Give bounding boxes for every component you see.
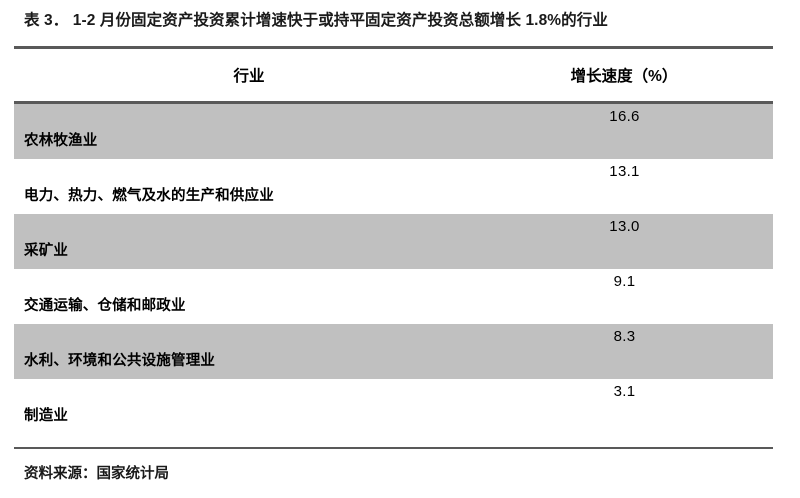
table-row: 电力、热力、燃气及水的生产和供应业 13.1 xyxy=(14,159,773,214)
table-row: 水利、环境和公共设施管理业 8.3 xyxy=(14,324,773,379)
cell-industry: 制造业 xyxy=(24,408,69,424)
column-header-growth-rate: 增长速度（%） xyxy=(570,68,678,85)
table-top-rule xyxy=(14,46,773,49)
cell-industry: 水利、环境和公共设施管理业 xyxy=(24,353,216,369)
table-row: 制造业 3.1 xyxy=(14,379,773,434)
table-bottom-rule xyxy=(14,447,773,449)
cell-growth-rate: 8.3 xyxy=(613,328,636,345)
table-row: 交通运输、仓储和邮政业 9.1 xyxy=(14,269,773,324)
table-row: 农林牧渔业 16.6 xyxy=(14,104,773,159)
table-header-rule xyxy=(14,101,773,104)
cell-growth-rate: 13.0 xyxy=(609,218,640,235)
source-note: 资料来源：国家统计局 xyxy=(24,466,169,482)
table-row: 采矿业 13.0 xyxy=(14,214,773,269)
cell-industry: 电力、热力、燃气及水的生产和供应业 xyxy=(24,188,274,204)
table-header-row: 行业 增长速度（%） xyxy=(14,56,773,98)
page-title: 表 3． 1-2 月份固定资产投资累计增速快于或持平固定资产投资总额增长 1.8… xyxy=(24,12,608,29)
cell-industry: 交通运输、仓储和邮政业 xyxy=(24,298,186,314)
cell-industry: 农林牧渔业 xyxy=(24,133,98,149)
cell-growth-rate: 13.1 xyxy=(609,163,640,180)
cell-industry: 采矿业 xyxy=(24,243,69,259)
table-body: 农林牧渔业 16.6 电力、热力、燃气及水的生产和供应业 13.1 采矿业 13… xyxy=(14,104,773,434)
cell-growth-rate: 3.1 xyxy=(613,383,636,400)
cell-growth-rate: 9.1 xyxy=(613,273,636,290)
cell-growth-rate: 16.6 xyxy=(609,108,640,125)
column-header-industry: 行业 xyxy=(233,68,265,85)
